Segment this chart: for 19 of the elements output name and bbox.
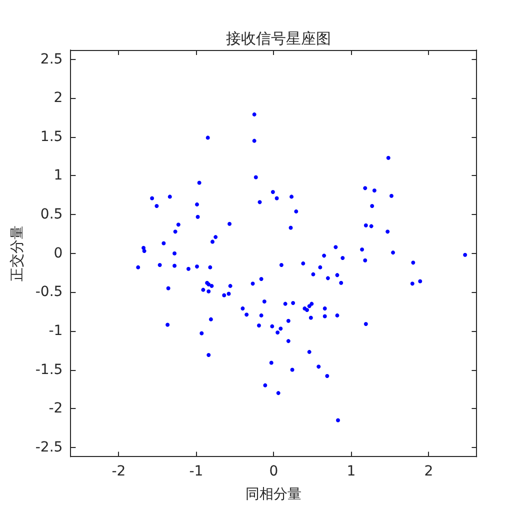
x-axis-title: 同相分量 [246, 486, 302, 503]
x-tick-label: 0 [269, 464, 278, 480]
x-tick-label: 2 [424, 464, 434, 480]
y-tick-label: 1.5 [40, 128, 63, 145]
y-tick-label: -2 [48, 400, 63, 417]
y-tick-label: -1.5 [35, 362, 63, 378]
y-axis-title: 正交分量 [9, 225, 26, 282]
y-tick-label: 0.5 [40, 206, 63, 223]
y-tick-label: 2 [54, 90, 63, 106]
y-tick-label: 1 [54, 168, 63, 184]
chart-title: 接收信号星座图 [226, 30, 332, 48]
y-tick-label: -2.5 [35, 439, 63, 456]
y-tick-label: -0.5 [35, 284, 63, 300]
y-tick-label: 0 [54, 245, 63, 262]
x-tick-label: -2 [112, 464, 126, 480]
x-tick-label: -1 [189, 464, 204, 480]
y-tick-label: -1 [48, 322, 63, 339]
y-tick-label: 2.5 [40, 51, 63, 68]
x-tick-label: 1 [346, 464, 356, 480]
